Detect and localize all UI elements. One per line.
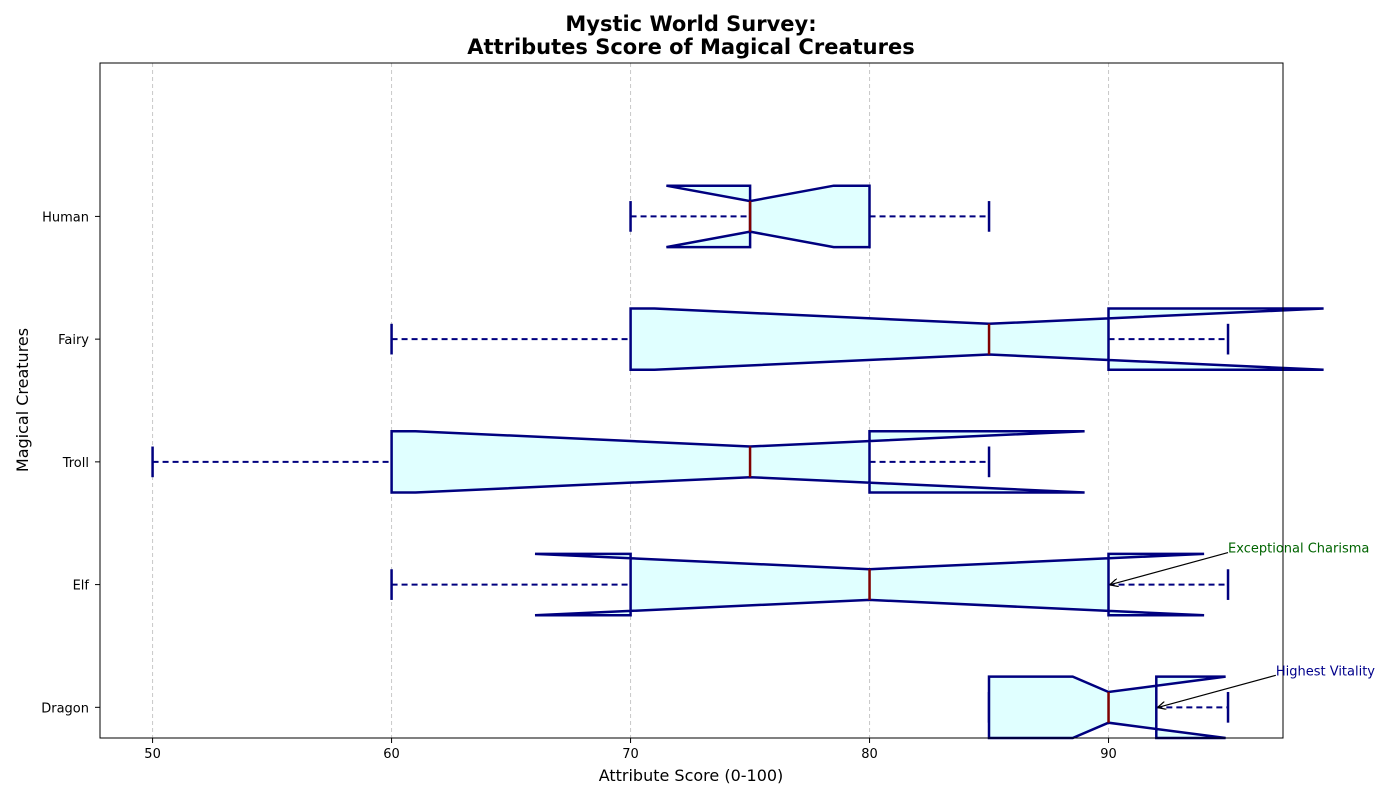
notched-box-troll	[390, 429, 1085, 494]
x-tick-label-80: 80	[861, 747, 878, 762]
y-tick-label-dragon: Dragon	[41, 701, 89, 716]
box-troll	[151, 429, 1085, 494]
box-fairy	[390, 307, 1324, 372]
y-axis-label: Magical Creatures	[13, 328, 32, 472]
annotation-layer: Exceptional Charisma Highest Vitality	[1111, 542, 1375, 708]
annotation-arrow-exceptional-charisma	[1111, 552, 1229, 585]
box-human	[629, 184, 991, 249]
chart-title-line-2: Attributes Score of Magical Creatures	[467, 35, 914, 59]
grid-layer	[152, 63, 1110, 738]
box-layer	[151, 184, 1324, 740]
y-tick-label-elf: Elf	[73, 579, 90, 594]
y-tick-label-human: Human	[42, 210, 89, 225]
x-tick-label-50: 50	[144, 747, 161, 762]
box-elf	[390, 552, 1230, 617]
y-tick-label-fairy: Fairy	[58, 333, 89, 348]
x-axis-label: Attribute Score (0-100)	[599, 766, 784, 785]
y-tick-label-troll: Troll	[62, 456, 89, 471]
chart-title-line-1: Mystic World Survey:	[565, 12, 816, 36]
notched-box-fairy	[629, 307, 1324, 372]
x-tick-label-60: 60	[383, 747, 400, 762]
tick-layer: 50 60 70 80 90 Dragon Elf Troll Fairy Human	[41, 210, 1117, 762]
plot-frame	[99, 62, 1284, 739]
notched-box-human	[666, 184, 871, 249]
annotation-exceptional-charisma: Exceptional Charisma	[1228, 542, 1369, 557]
annotation-highest-vitality: Highest Vitality	[1276, 664, 1375, 679]
annotation-arrow-highest-vitality	[1158, 674, 1276, 707]
x-tick-label-70: 70	[622, 747, 639, 762]
x-tick-label-90: 90	[1100, 747, 1117, 762]
